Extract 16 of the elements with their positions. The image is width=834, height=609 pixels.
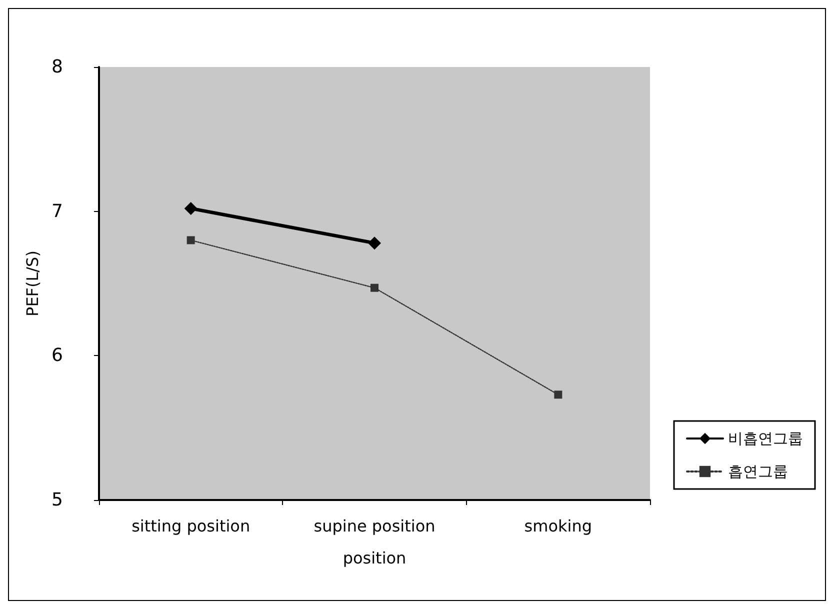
point bbox=[368, 236, 381, 250]
point bbox=[554, 390, 562, 399]
point bbox=[186, 236, 195, 244]
y-tick-label: 7 bbox=[52, 200, 63, 222]
y-tick-label: 6 bbox=[52, 345, 63, 366]
x-axis-title: position bbox=[342, 548, 406, 568]
x-tick-label: sitting position bbox=[132, 516, 250, 536]
y-tick-label: 8 bbox=[52, 56, 63, 78]
point bbox=[184, 202, 198, 215]
legend-label: 비흡연그룹 bbox=[728, 430, 803, 448]
x-tick-label: smoking bbox=[524, 516, 592, 536]
point bbox=[370, 284, 378, 292]
legend-label: 흡연그룹 bbox=[728, 462, 788, 480]
x-tick-label: supine position bbox=[314, 516, 436, 536]
y-tick-label: 5 bbox=[52, 490, 63, 510]
y-axis-title: PEF(L/S) bbox=[23, 250, 42, 316]
